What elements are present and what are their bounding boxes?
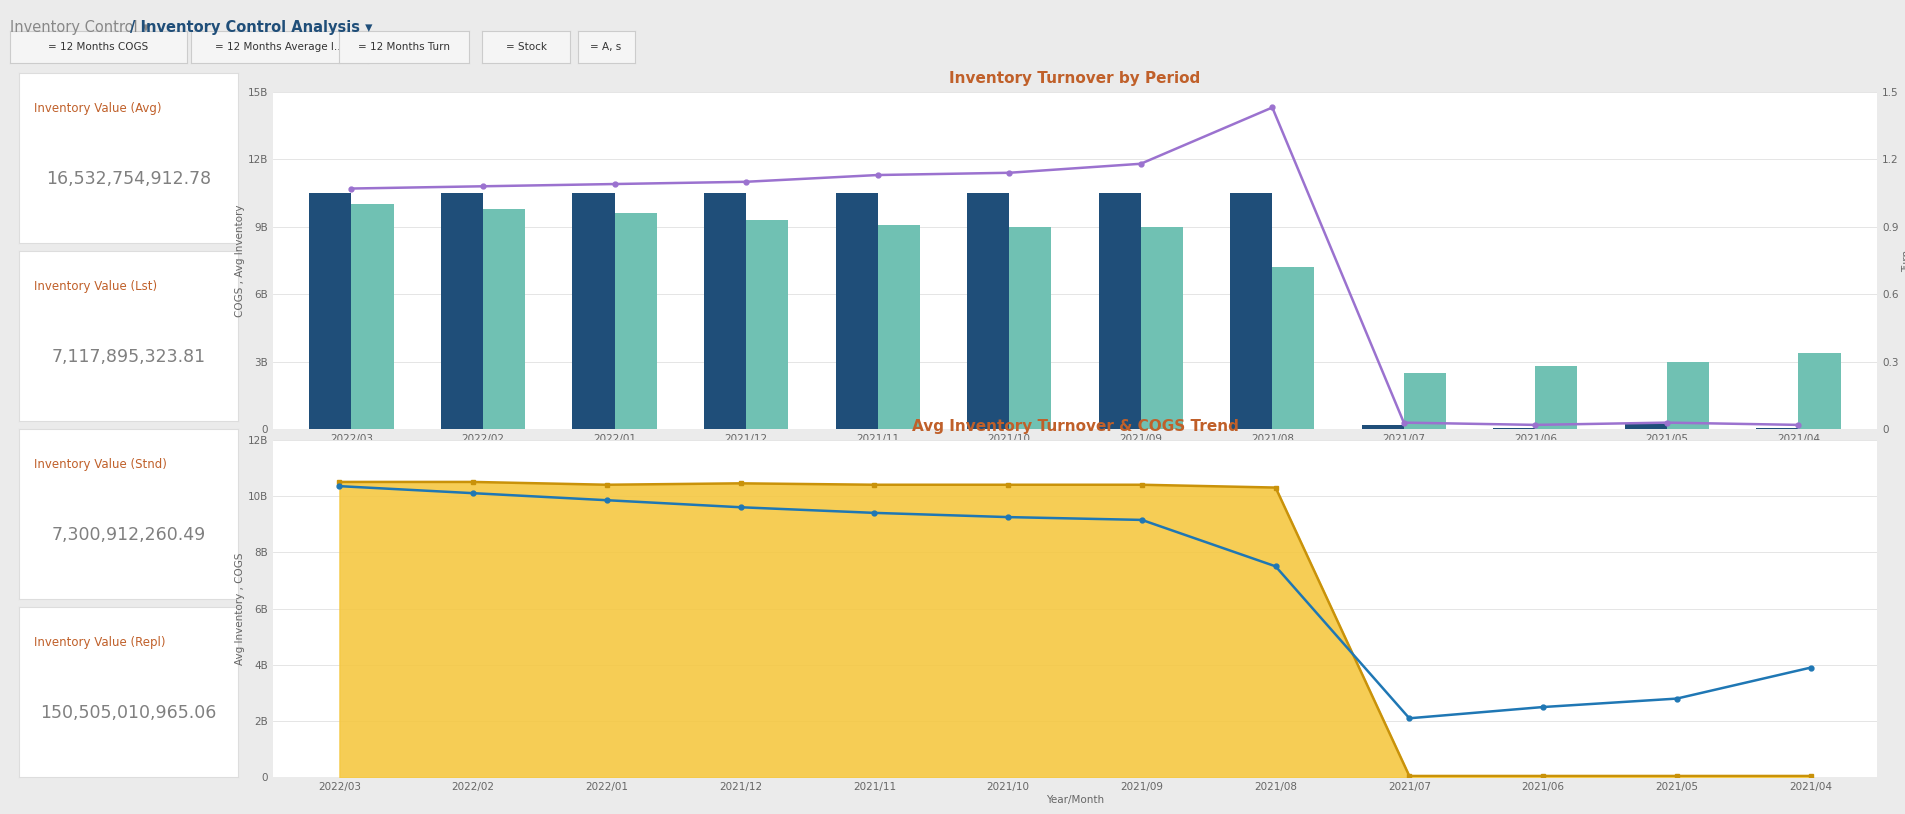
Bar (1798, 352, 1840, 430)
Bar (1008, 227, 1052, 430)
X-axis label: Year/Month: Year/Month (1046, 447, 1103, 457)
Text: = A, s: = A, s (591, 42, 621, 52)
Bar (1229, 193, 1273, 430)
X-axis label: Year/Month: Year/Month (1046, 795, 1103, 805)
Bar (745, 220, 789, 430)
Legend: COGS, Avg Inventory, Turn: COGS, Avg Inventory, Turn (975, 501, 1173, 519)
Text: Inventory Value (Avg): Inventory Value (Avg) (34, 102, 162, 115)
Title: Inventory Turnover by Period: Inventory Turnover by Period (949, 72, 1200, 86)
Bar (309, 193, 351, 430)
Bar (876, 225, 920, 430)
Bar (1141, 227, 1183, 430)
Text: Inventory Control ▾: Inventory Control ▾ (10, 20, 149, 35)
Text: = Stock: = Stock (505, 42, 547, 52)
Bar (1535, 366, 1577, 430)
Bar (1492, 428, 1535, 430)
Bar (613, 213, 657, 430)
Text: 7,117,895,323.81: 7,117,895,323.81 (51, 348, 206, 365)
Text: = 12 Months COGS: = 12 Months COGS (48, 42, 149, 52)
Text: = 12 Months Turn: = 12 Months Turn (358, 42, 450, 52)
Text: 7,300,912,260.49: 7,300,912,260.49 (51, 526, 206, 544)
Text: Inventory Value (Stnd): Inventory Value (Stnd) (34, 458, 168, 471)
Bar (834, 193, 876, 430)
Bar (1667, 362, 1709, 430)
Bar (966, 193, 1008, 430)
Bar (1756, 428, 1798, 430)
Bar (351, 204, 392, 430)
Text: Inventory Value (Repl): Inventory Value (Repl) (34, 637, 166, 650)
Bar (703, 193, 745, 430)
Text: Inventory Value (Lst): Inventory Value (Lst) (34, 280, 158, 293)
Text: 16,532,754,912.78: 16,532,754,912.78 (46, 169, 211, 187)
Text: / Inventory Control Analysis ▾: / Inventory Control Analysis ▾ (130, 20, 371, 35)
Bar (1404, 373, 1446, 430)
Text: 150,505,010,965.06: 150,505,010,965.06 (40, 704, 217, 722)
Bar (1623, 424, 1667, 430)
Y-axis label: Turn: Turn (1901, 250, 1905, 272)
Bar (1273, 267, 1314, 430)
Y-axis label: Avg Inventory , COGS: Avg Inventory , COGS (234, 552, 244, 665)
Bar (440, 193, 482, 430)
Bar (1360, 425, 1404, 430)
Y-axis label: COGS , Avg Inventory: COGS , Avg Inventory (234, 204, 244, 317)
Bar (482, 208, 526, 430)
Bar (572, 193, 613, 430)
Title: Avg Inventory Turnover & COGS Trend: Avg Inventory Turnover & COGS Trend (911, 419, 1238, 435)
Text: = 12 Months Average I...: = 12 Months Average I... (215, 42, 343, 52)
Bar (1097, 193, 1141, 430)
